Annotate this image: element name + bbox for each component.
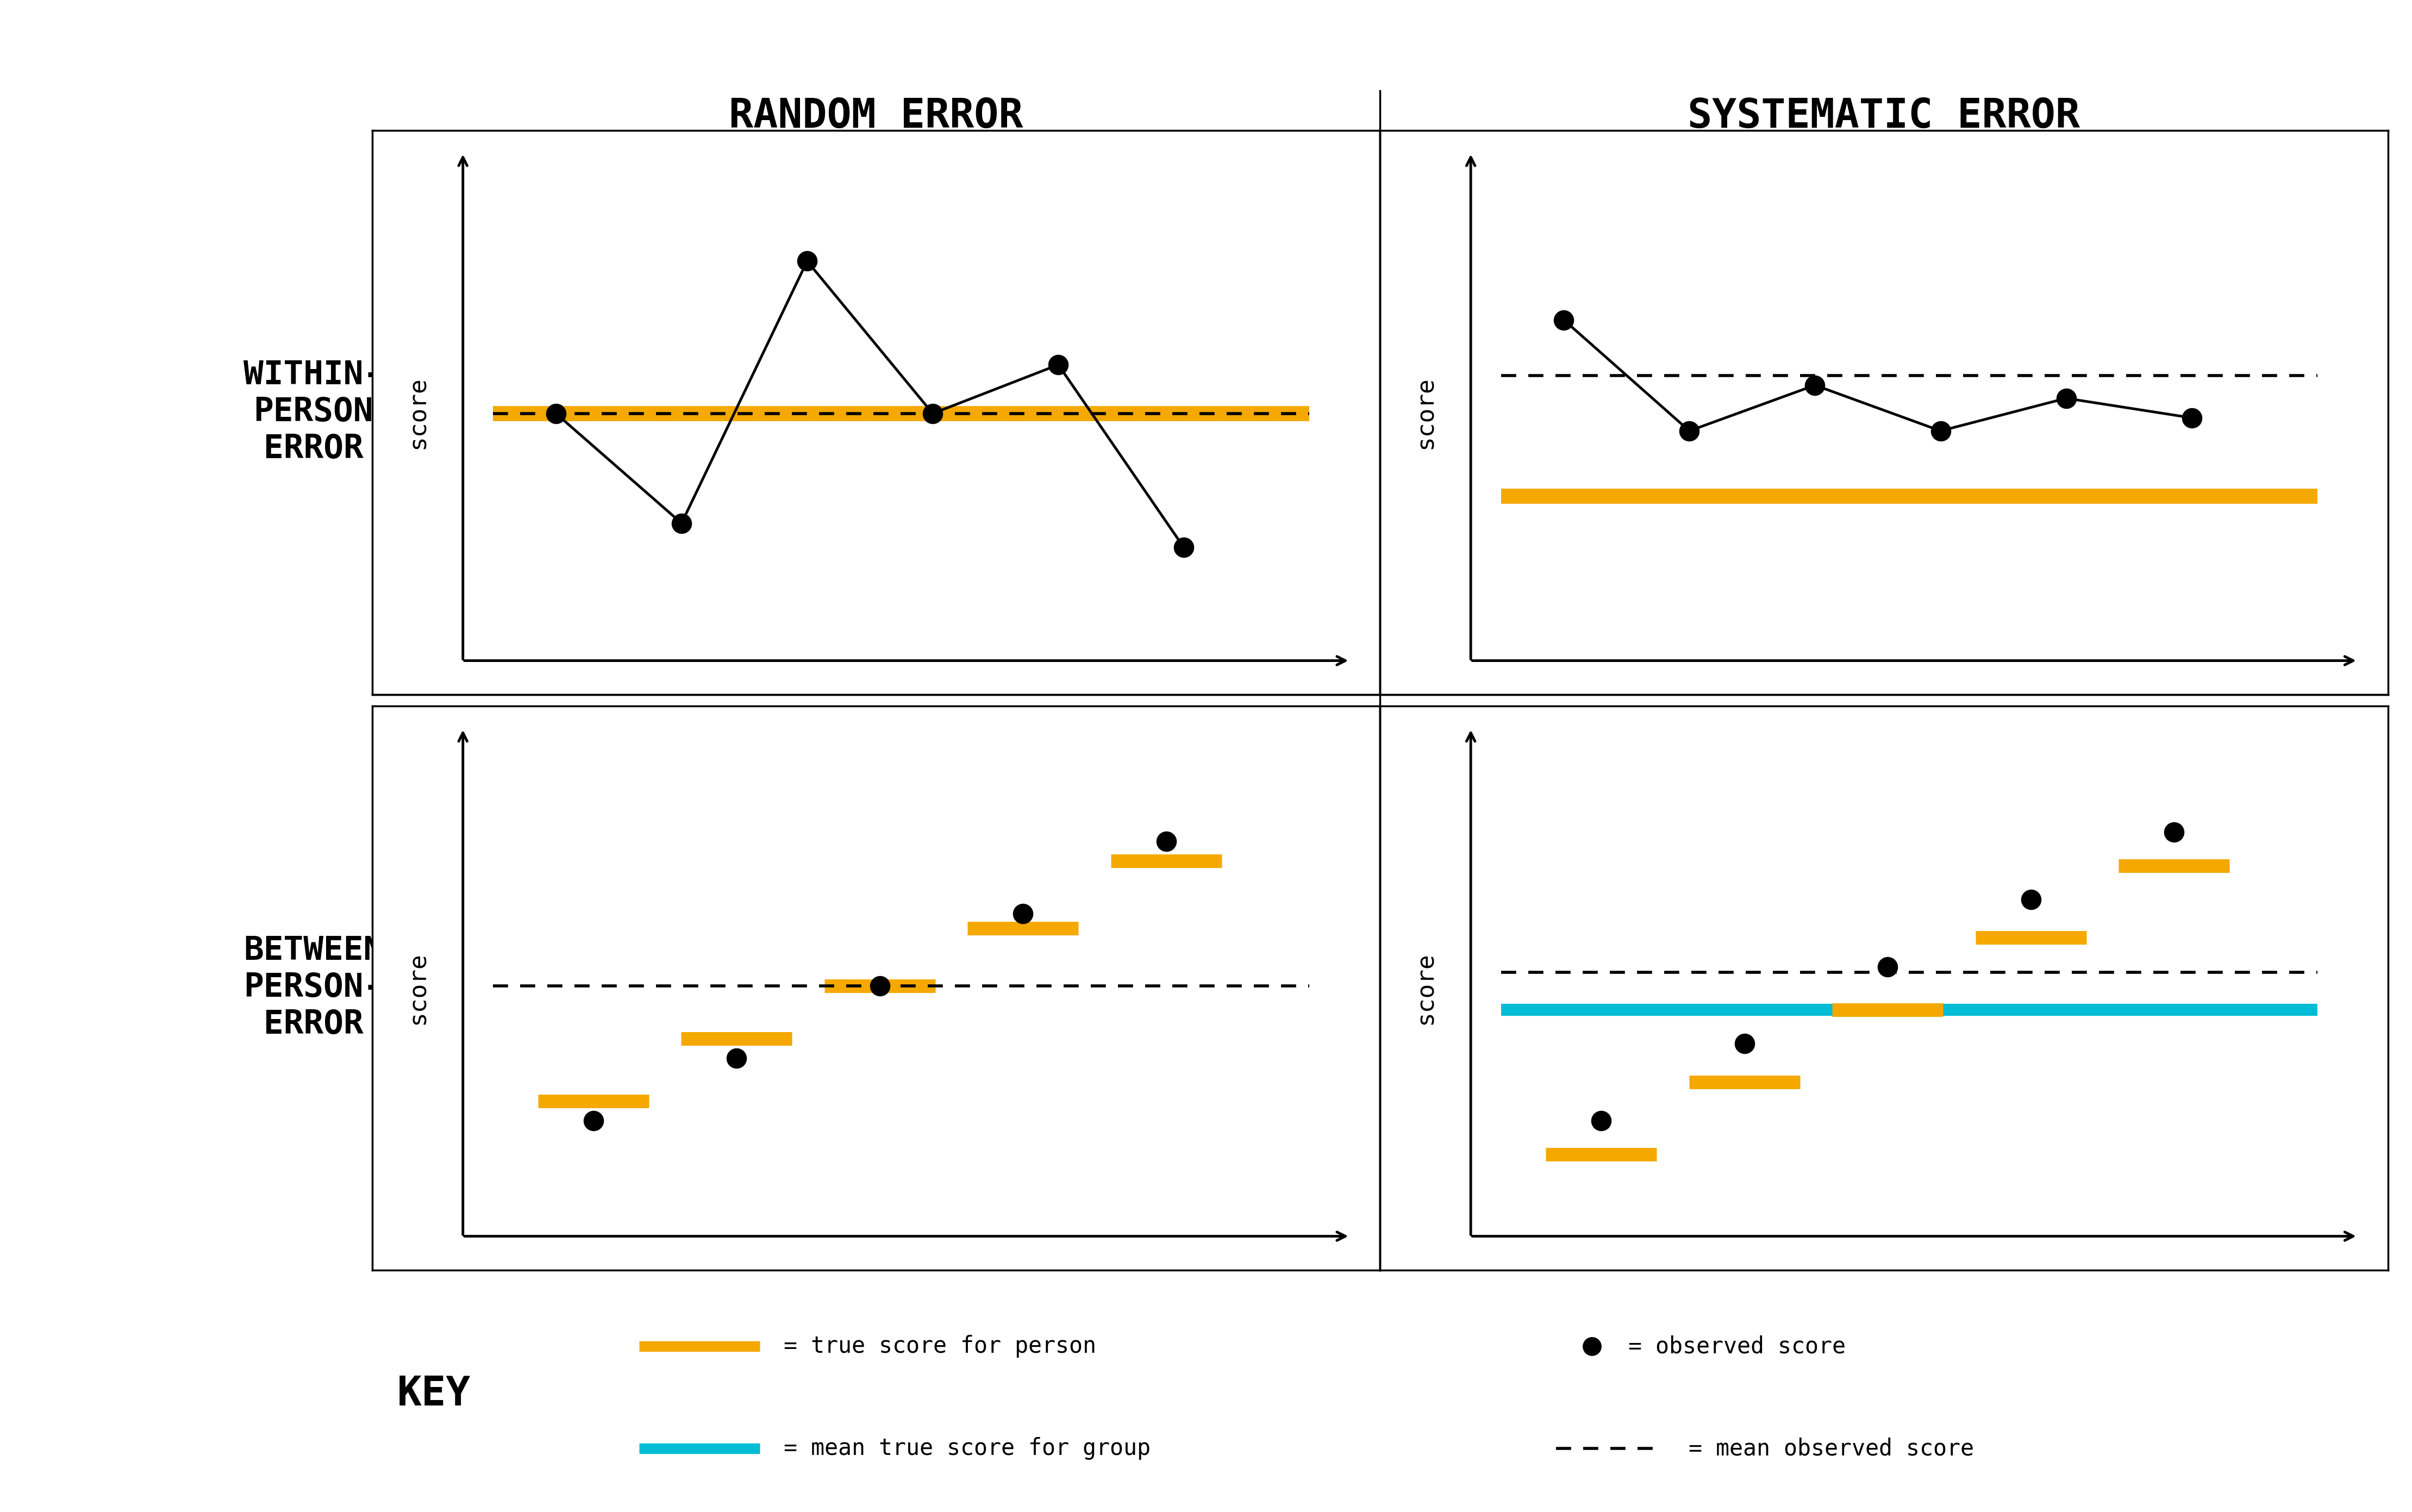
Text: = mean true score for group: = mean true score for group	[784, 1436, 1151, 1461]
Text: occasion: occasion	[1857, 720, 1973, 744]
Text: person: person	[863, 1296, 950, 1318]
Text: SYSTEMATIC ERROR: SYSTEMATIC ERROR	[1688, 97, 2079, 136]
Text: KEY: KEY	[398, 1374, 470, 1414]
Text: score: score	[1413, 376, 1438, 449]
Text: = mean observed score: = mean observed score	[1688, 1436, 1973, 1461]
Text: person: person	[1872, 1296, 1959, 1318]
Text: = observed score: = observed score	[1628, 1335, 1845, 1358]
Text: score: score	[405, 376, 429, 449]
Text: WITHIN-
PERSON
ERROR: WITHIN- PERSON ERROR	[244, 360, 384, 466]
Text: = true score for person: = true score for person	[784, 1335, 1097, 1358]
Text: occasion: occasion	[849, 720, 965, 744]
Text: BETWEEN
PERSON-
ERROR: BETWEEN PERSON- ERROR	[244, 934, 384, 1042]
Text: score: score	[1413, 951, 1438, 1024]
Text: score: score	[405, 951, 429, 1024]
Text: RANDOM ERROR: RANDOM ERROR	[728, 97, 1023, 136]
